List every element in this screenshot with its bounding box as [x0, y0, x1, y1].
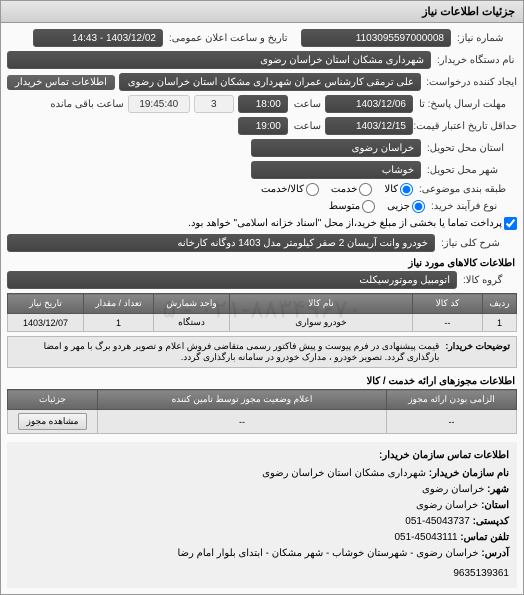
panel-title: جزئیات اطلاعات نیاز	[1, 1, 523, 23]
contact-title: اطلاعات تماس سازمان خریدار:	[15, 448, 509, 464]
cell-unit: دستگاه	[154, 314, 230, 332]
panel-body: ۰۲۱-۸۸۳۴۹۶۷۰ - ۵ شماره نیاز: 11030955970…	[1, 23, 523, 594]
treasury-checkbox[interactable]	[504, 217, 517, 230]
buy-type-radios: جزیی متوسط	[329, 200, 425, 213]
requester-label: ایجاد کننده درخواست:	[425, 77, 517, 88]
radio-goods[interactable]: کالا	[384, 183, 413, 196]
deadline-send-time: 18:00	[238, 95, 288, 113]
remain-time: 19:45:40	[128, 95, 190, 113]
radio-service-label: خدمت	[331, 184, 358, 195]
need-no-label: شماره نیاز:	[455, 33, 517, 44]
validity-date: 1403/12/15	[325, 117, 413, 135]
radio-goods-service-label: کالا/خدمت	[261, 184, 304, 195]
requester-value: علی ترمقی کارشناس عمران شهرداری مشکان اس…	[119, 73, 421, 91]
announce-label: تاریخ و ساعت اعلان عمومی:	[167, 33, 297, 44]
c-org-label: نام سازمان خریدار:	[429, 468, 509, 479]
general-desc-value: خودرو وانت آریسان 2 صفر کیلومتر مدل 1403…	[7, 234, 435, 252]
cell-row: 1	[483, 314, 517, 332]
goods-section-title: اطلاعات کالاهای مورد نیاز	[9, 258, 515, 269]
c-phone-label: تلفن تماس:	[460, 532, 509, 543]
c-city: خراسان رضوی	[422, 484, 484, 495]
time-label-2: ساعت	[292, 121, 321, 132]
radio-service-input[interactable]	[359, 183, 372, 196]
goods-table: ردیف کد کالا نام کالا واحد شمارش تعداد /…	[7, 293, 517, 332]
delivery-city-label: شهر محل تحویل:	[425, 165, 517, 176]
radio-goods-label: کالا	[384, 184, 398, 195]
buyer-note-text: قیمت پیشنهادی در فرم پیوست و پیش فاکتور …	[14, 341, 439, 363]
col-qty: تعداد / مقدار	[84, 294, 154, 314]
contact-block: اطلاعات تماس سازمان خریدار: نام سازمان خ…	[7, 442, 517, 588]
remain-suffix: ساعت باقی مانده	[48, 99, 123, 110]
radio-goods-input[interactable]	[400, 183, 413, 196]
c-zip: 45043737-051	[405, 516, 470, 527]
delivery-province-label: استان محل تحویل:	[425, 143, 517, 154]
extra-code: 9635139361	[15, 566, 509, 582]
radio-small[interactable]: جزیی	[387, 200, 425, 213]
lic-cell-status: --	[98, 410, 387, 434]
cell-code: --	[413, 314, 483, 332]
delivery-city-value: خوشاب	[251, 161, 421, 179]
radio-goods-service[interactable]: کالا/خدمت	[261, 183, 319, 196]
cell-name: خودرو سواری	[230, 314, 413, 332]
radio-goods-service-input[interactable]	[306, 183, 319, 196]
col-row: ردیف	[483, 294, 517, 314]
buyer-note-label: توضیحات خریدار:	[445, 341, 510, 363]
license-table: الزامی بودن ارائه مجوز اعلام وضعیت مجوز …	[7, 389, 517, 434]
view-license-button[interactable]: مشاهده مجوز	[18, 413, 88, 430]
radio-service[interactable]: خدمت	[331, 183, 373, 196]
cell-qty: 1	[84, 314, 154, 332]
contact-buyer-button[interactable]: اطلاعات تماس خریدار	[7, 75, 115, 90]
treasury-note: پرداخت تماما یا بخشی از مبلغ خرید،از محل…	[188, 218, 502, 229]
lic-col-status: اعلام وضعیت مجوز توسط تامین کننده	[98, 390, 387, 410]
buyer-name-label: نام دستگاه خریدار:	[435, 55, 517, 66]
cell-date: 1403/12/07	[8, 314, 84, 332]
time-label-1: ساعت	[292, 99, 321, 110]
col-unit: واحد شمارش	[154, 294, 230, 314]
need-no-value: 1103095597000008	[301, 29, 451, 47]
radio-small-input[interactable]	[412, 200, 425, 213]
col-code: کد کالا	[413, 294, 483, 314]
deadline-send-label: مهلت ارسال پاسخ: تا	[417, 99, 517, 110]
c-addr-label: آدرس:	[481, 548, 509, 559]
col-name: نام کالا	[230, 294, 413, 314]
budget-class-radios: کالا خدمت کالا/خدمت	[261, 183, 413, 196]
col-date: تاریخ نیاز	[8, 294, 84, 314]
buyer-note-box: توضیحات خریدار: قیمت پیشنهادی در فرم پیو…	[7, 336, 517, 368]
c-zip-label: کدپستی:	[473, 516, 509, 527]
c-phone: 45043111-051	[394, 532, 457, 543]
license-row: -- -- مشاهده مجوز	[8, 410, 517, 434]
remain-days: 3	[194, 95, 234, 113]
c-province: خراسان رضوی	[416, 500, 478, 511]
treasury-check[interactable]: پرداخت تماما یا بخشی از مبلغ خرید،از محل…	[188, 217, 517, 230]
budget-class-label: طبقه بندی موضوعی:	[417, 184, 517, 195]
license-section-title: اطلاعات مجوزهای ارائه خدمت / کالا	[9, 376, 515, 387]
validity-label: حداقل تاریخ اعتبار قیمت: تا تاریخ:	[417, 121, 517, 132]
general-desc-label: شرح کلی نیاز:	[439, 238, 517, 249]
buy-type-label: نوع فرآیند خرید:	[429, 201, 517, 212]
table-row: 1 -- خودرو سواری دستگاه 1 1403/12/07	[8, 314, 517, 332]
lic-cell-mandatory: --	[387, 410, 517, 434]
deadline-send-date: 1403/12/06	[325, 95, 413, 113]
radio-medium[interactable]: متوسط	[329, 200, 375, 213]
c-city-label: شهر:	[487, 484, 509, 495]
buyer-name-value: شهرداری مشکان استان خراسان رضوی	[7, 51, 431, 69]
announce-value: 1403/12/02 - 14:43	[33, 29, 163, 47]
need-details-panel: جزئیات اطلاعات نیاز ۰۲۱-۸۸۳۴۹۶۷۰ - ۵ شما…	[0, 0, 524, 595]
lic-col-mandatory: الزامی بودن ارائه مجوز	[387, 390, 517, 410]
c-addr: خراسان رضوی - شهرستان خوشاب - شهر مشکان …	[178, 548, 479, 559]
goods-group-label: گروه کالا:	[461, 275, 517, 286]
radio-medium-input[interactable]	[362, 200, 375, 213]
radio-medium-label: متوسط	[329, 201, 360, 212]
goods-group-value: اتومبیل وموتورسیکلت	[7, 271, 457, 289]
radio-small-label: جزیی	[387, 201, 410, 212]
c-province-label: استان:	[481, 500, 509, 511]
delivery-province-value: خراسان رضوی	[251, 139, 421, 157]
lic-col-details: جزئیات	[8, 390, 98, 410]
c-org: شهرداری مشکان استان خراسان رضوی	[262, 468, 426, 479]
validity-time: 19:00	[238, 117, 288, 135]
